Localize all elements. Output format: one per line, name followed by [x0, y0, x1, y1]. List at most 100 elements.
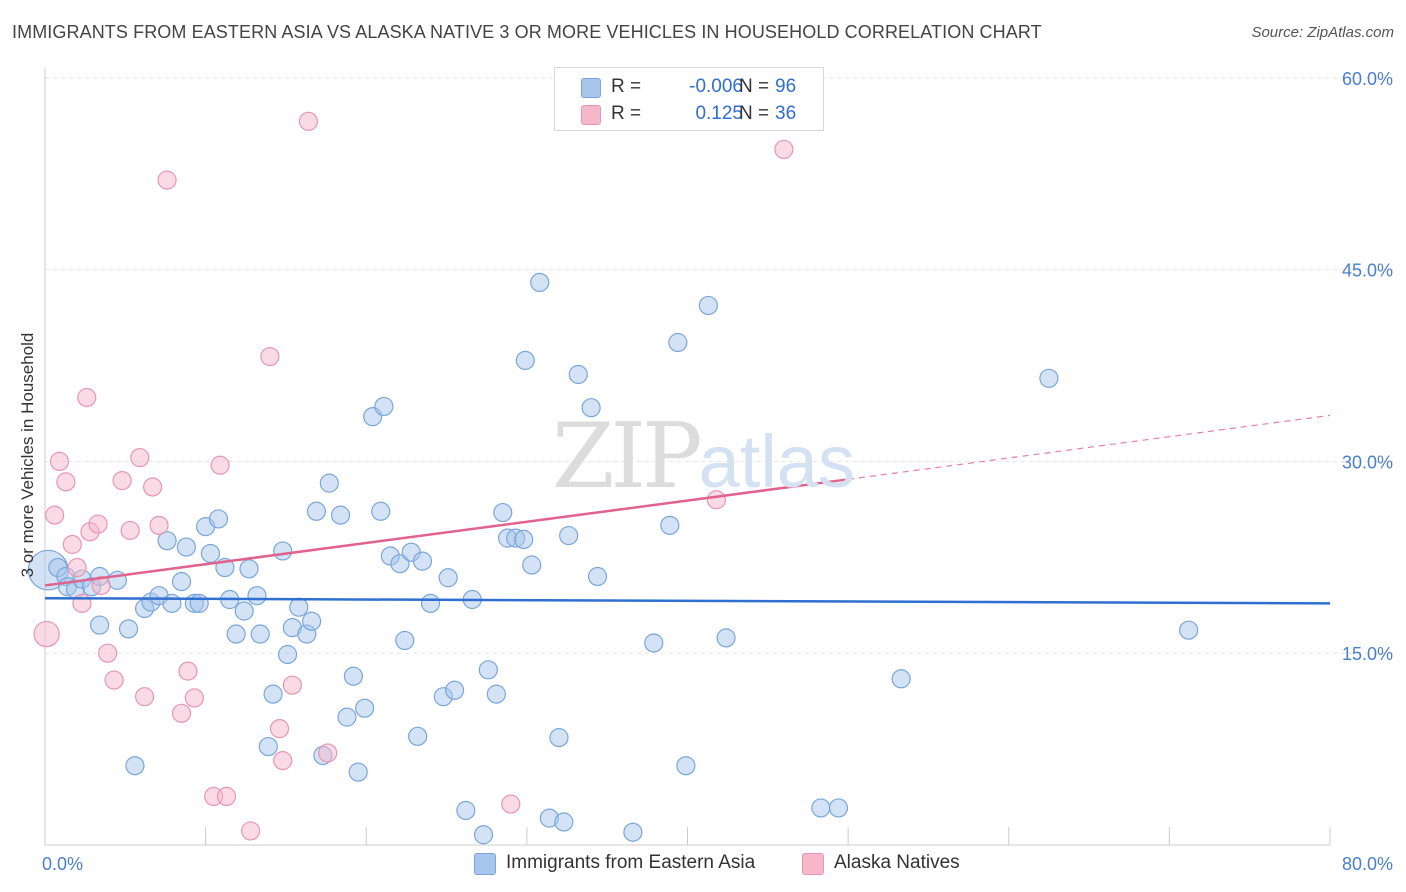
data-point	[559, 525, 579, 546]
data-point	[549, 727, 569, 748]
data-point	[33, 620, 60, 648]
data-point	[56, 472, 76, 492]
data-point	[226, 624, 246, 644]
data-point	[162, 593, 182, 613]
data-point	[330, 505, 351, 525]
data-point	[501, 794, 521, 814]
data-point	[514, 529, 534, 550]
data-point	[486, 684, 506, 704]
data-point	[104, 670, 124, 690]
data-point	[355, 698, 375, 718]
y-axis-label: 3 or more Vehicles in Household	[18, 332, 37, 578]
data-point	[319, 473, 339, 493]
data-point	[125, 756, 145, 776]
data-point	[676, 756, 696, 776]
data-point	[774, 139, 794, 160]
data-point	[72, 593, 92, 613]
data-point	[530, 272, 550, 293]
data-point	[581, 398, 601, 418]
data-point	[234, 601, 254, 621]
data-point	[178, 661, 198, 681]
r-label: R =	[611, 103, 642, 124]
legend-label: Immigrants from Eastern Asia	[506, 852, 756, 873]
y-tick-label: 45.0%	[1342, 261, 1393, 281]
data-point	[45, 505, 65, 525]
data-point	[493, 502, 513, 523]
data-point	[828, 798, 849, 818]
series-alaska-natives-points	[33, 111, 794, 841]
data-point	[478, 660, 498, 680]
data-point	[412, 551, 433, 571]
data-point	[130, 447, 150, 468]
data-point	[176, 537, 196, 557]
data-point	[134, 687, 155, 707]
x-tick-label: 80.0%	[1342, 854, 1393, 874]
n-value: 96	[775, 76, 797, 97]
data-point	[157, 170, 177, 190]
data-point	[343, 666, 363, 686]
data-point	[241, 821, 261, 841]
data-point	[149, 515, 169, 535]
data-point	[716, 628, 736, 648]
data-point	[374, 396, 394, 417]
data-point	[171, 703, 192, 723]
data-point	[263, 684, 283, 704]
data-point	[587, 566, 608, 587]
data-point	[250, 624, 270, 644]
data-point	[438, 568, 458, 588]
source-label: Source: ZipAtlas.com	[1251, 24, 1394, 41]
trend-line	[44, 478, 849, 587]
data-point	[554, 812, 574, 832]
data-point	[67, 557, 87, 578]
blue-swatch	[581, 78, 601, 98]
pink-swatch	[581, 105, 601, 125]
data-point	[390, 554, 410, 574]
data-point	[277, 644, 298, 665]
data-point	[90, 615, 110, 635]
data-point	[239, 559, 259, 579]
data-point	[143, 477, 163, 497]
series-eastern-asia-points	[27, 272, 1199, 845]
data-point	[208, 509, 229, 529]
chart-title: IMMIGRANTS FROM EASTERN ASIA VS ALASKA N…	[12, 22, 1042, 42]
x-tick-label: 0.0%	[42, 854, 83, 874]
data-point	[1179, 620, 1199, 640]
data-point	[811, 798, 831, 818]
data-point	[200, 543, 221, 564]
data-point	[157, 531, 177, 551]
data-point	[348, 762, 368, 782]
r-value: 0.125	[695, 103, 743, 124]
data-point	[210, 455, 230, 475]
y-tick-label: 60.0%	[1342, 69, 1393, 89]
trend-line-extension	[848, 414, 1331, 480]
trend-line	[44, 596, 1331, 605]
legend-label: Alaska Natives	[834, 852, 960, 873]
n-label: N =	[739, 76, 770, 97]
data-point	[444, 680, 465, 700]
data-point	[515, 350, 535, 370]
data-point	[337, 707, 357, 727]
data-point	[644, 633, 664, 653]
y-tick-label: 15.0%	[1342, 644, 1393, 664]
n-value: 36	[775, 103, 797, 124]
data-point	[306, 501, 327, 521]
pink-swatch	[802, 853, 824, 875]
data-point	[112, 470, 132, 491]
data-point	[318, 743, 338, 763]
data-point	[660, 515, 680, 535]
n-label: N =	[739, 103, 770, 124]
data-point	[302, 611, 322, 631]
data-point	[706, 490, 727, 510]
data-point	[118, 619, 139, 639]
data-point	[120, 520, 140, 541]
data-point	[1039, 368, 1059, 388]
data-point	[395, 630, 415, 651]
y-tick-label: 30.0%	[1342, 452, 1393, 472]
data-point	[216, 786, 237, 807]
data-point	[98, 643, 118, 663]
data-point	[77, 387, 97, 408]
data-point	[189, 593, 209, 613]
data-point	[62, 534, 82, 555]
data-point	[289, 597, 309, 617]
tick-labels: 15.0% 30.0% 45.0% 60.0% 0.0% 80.0%	[42, 69, 1393, 874]
